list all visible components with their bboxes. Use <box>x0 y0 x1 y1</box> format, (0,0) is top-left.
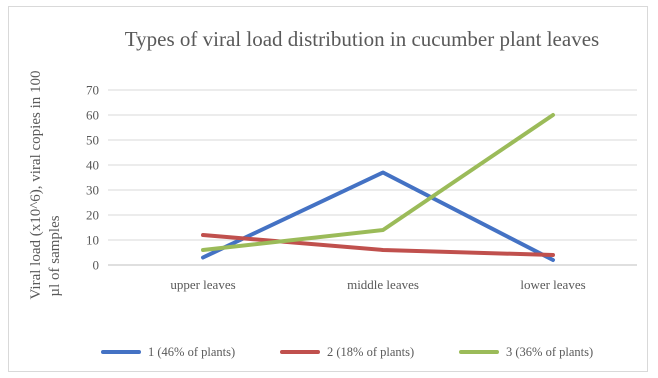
x-tick-labels: upper leaves middle leaves lower leaves <box>170 277 585 292</box>
legend-label-2: 2 (18% of plants) <box>327 345 414 359</box>
legend-label-1: 1 (46% of plants) <box>148 345 235 359</box>
x-tick-label: upper leaves <box>170 277 235 292</box>
chart-title: Types of viral load distribution in cucu… <box>125 27 599 51</box>
y-axis-label-line1: Viral load (x10^6), viral copies in 100 <box>28 71 44 300</box>
chart-frame <box>8 6 648 372</box>
x-tick-label: lower leaves <box>520 277 585 292</box>
y-tick-label: 50 <box>86 133 99 148</box>
y-tick-label: 60 <box>86 108 99 123</box>
y-tick-label: 20 <box>86 208 99 223</box>
y-tick-label: 30 <box>86 183 99 198</box>
y-tick-label: 0 <box>93 258 100 273</box>
y-tick-label: 10 <box>86 233 99 248</box>
series-line-3 <box>201 113 555 252</box>
gridlines <box>108 89 637 266</box>
legend: 1 (46% of plants) 2 (18% of plants) 3 (36%… <box>101 345 593 359</box>
series-line-2 <box>201 233 555 257</box>
y-axis-label-line2: µl of samples <box>47 215 63 296</box>
x-tick-label: middle leaves <box>347 277 419 292</box>
y-tick-labels: 0 10 20 30 40 50 60 70 <box>86 83 99 273</box>
series-lines <box>201 113 555 262</box>
y-tick-label: 70 <box>86 83 99 98</box>
y-tick-label: 40 <box>86 158 99 173</box>
series-line-1 <box>201 170 555 262</box>
legend-label-3: 3 (36% of plants) <box>506 345 593 359</box>
